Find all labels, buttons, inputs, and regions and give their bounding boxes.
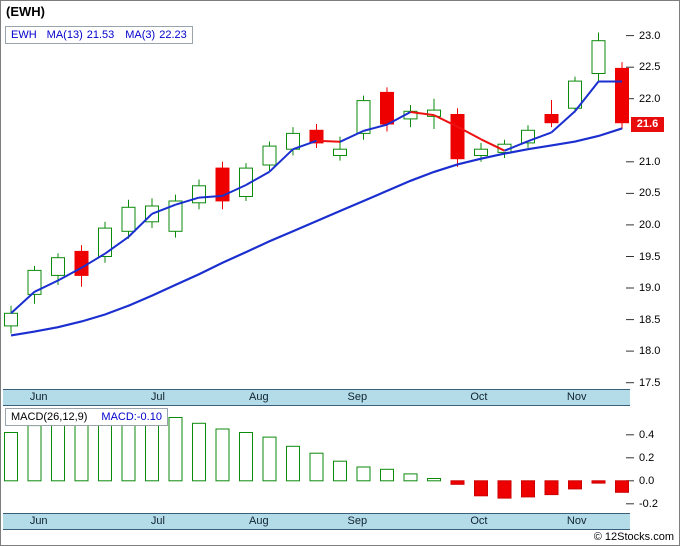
macd-bar bbox=[615, 480, 629, 493]
macd-bar bbox=[239, 432, 253, 482]
macd-bar bbox=[4, 432, 18, 482]
copyright-watermark: © 12Stocks.com bbox=[593, 531, 674, 543]
macd-legend: MACD(26,12,9) MACD:-0.10 bbox=[5, 408, 168, 426]
month-label: Jul bbox=[150, 391, 165, 403]
candle-body bbox=[591, 40, 606, 74]
month-axis-bottom: Jun Jul Aug Sep Oct Nov bbox=[3, 513, 630, 530]
macd-bar bbox=[427, 478, 441, 482]
macd-bar bbox=[591, 480, 606, 484]
macd-bar bbox=[544, 480, 559, 496]
price-tick-label: 19.0 bbox=[639, 282, 661, 294]
macd-bar bbox=[168, 417, 183, 482]
month-label: Jun bbox=[29, 391, 48, 403]
candle-body bbox=[51, 257, 65, 276]
current-price-marker: 21.6 bbox=[631, 116, 664, 132]
macd-bar bbox=[497, 480, 512, 499]
price-tick-label: 17.5 bbox=[639, 376, 661, 389]
month-label: Oct bbox=[470, 391, 488, 403]
legend-ma3-value: 22.23 bbox=[159, 29, 187, 41]
price-tick-label: 22.5 bbox=[639, 61, 661, 74]
month-label: Sep bbox=[347, 391, 368, 403]
candle-body bbox=[333, 148, 347, 156]
candle-body bbox=[474, 148, 488, 156]
price-tick-label: 23.0 bbox=[639, 29, 661, 42]
price-tick-label: 18.5 bbox=[639, 313, 661, 326]
candle-body bbox=[98, 227, 112, 258]
legend-ma3-label: MA(3) bbox=[125, 29, 156, 41]
month-label: Jun bbox=[29, 515, 48, 527]
price-axis-ticks bbox=[626, 35, 634, 384]
main-chart-legend: EWH MA(13) 21.53 MA(3) 22.23 bbox=[5, 26, 193, 44]
price-tick-label: 22.0 bbox=[639, 92, 661, 105]
macd-bar bbox=[309, 452, 324, 482]
ma3-line bbox=[10, 80, 622, 315]
price-tick-label: 19.5 bbox=[639, 250, 661, 263]
macd-bar bbox=[568, 480, 582, 490]
macd-bar bbox=[380, 468, 394, 482]
macd-bar bbox=[333, 460, 347, 482]
price-tick-label: 20.5 bbox=[639, 187, 661, 200]
legend-symbol: EWH bbox=[11, 29, 37, 41]
candle-body bbox=[568, 80, 582, 109]
candle-body bbox=[27, 269, 42, 295]
price-tick-label: 18.0 bbox=[639, 345, 661, 358]
macd-tick-label: 0.2 bbox=[639, 451, 655, 464]
legend-ma13-value: 21.53 bbox=[86, 29, 115, 41]
candles bbox=[4, 32, 629, 334]
macd-bar bbox=[450, 480, 465, 485]
macd-bar bbox=[192, 422, 206, 482]
candle-body bbox=[168, 200, 183, 232]
month-label: Nov bbox=[566, 391, 587, 403]
candle-body bbox=[215, 167, 230, 202]
macd-bar bbox=[215, 428, 230, 482]
macd-bar bbox=[403, 473, 418, 482]
chart-title: (EWH) bbox=[6, 4, 45, 19]
macd-bar bbox=[262, 436, 277, 482]
macd-bar bbox=[474, 480, 488, 497]
candle-body bbox=[262, 145, 277, 166]
month-label: Aug bbox=[249, 515, 269, 527]
price-tick-label: 21.0 bbox=[639, 155, 661, 168]
legend-ma13-label: MA(13) bbox=[46, 29, 83, 41]
month-label: Jul bbox=[150, 515, 165, 527]
month-label: Aug bbox=[249, 391, 269, 403]
ma13-line bbox=[10, 127, 623, 337]
macd-bar bbox=[356, 466, 371, 482]
macd-bars bbox=[4, 414, 629, 499]
macd-current-value: MACD:-0.10 bbox=[101, 411, 162, 423]
macd-tick-label: 0.0 bbox=[639, 474, 655, 487]
candle-body bbox=[356, 100, 371, 134]
macd-formula-label: MACD(26,12,9) bbox=[11, 411, 88, 423]
month-label: Nov bbox=[566, 515, 587, 527]
month-label: Oct bbox=[470, 515, 488, 527]
candle-body bbox=[121, 206, 136, 232]
candle-body bbox=[544, 114, 559, 124]
macd-tick-label: -0.2 bbox=[639, 497, 658, 510]
candle-body bbox=[309, 129, 324, 144]
price-tick-label: 20.0 bbox=[639, 218, 661, 231]
month-label: Sep bbox=[347, 515, 368, 527]
macd-tick-label: 0.4 bbox=[639, 428, 655, 441]
macd-bar bbox=[286, 445, 300, 482]
month-axis-top: Jun Jul Aug Sep Oct Nov bbox=[3, 389, 630, 406]
macd-bar bbox=[521, 480, 535, 498]
